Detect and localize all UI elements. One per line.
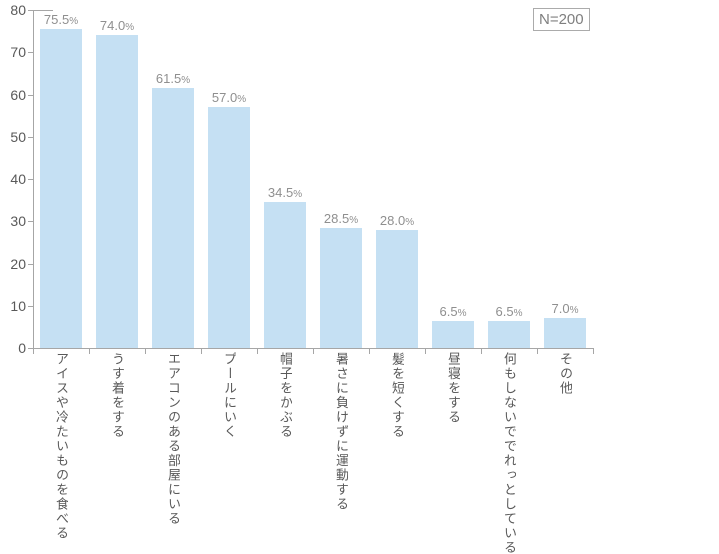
bar <box>152 88 194 348</box>
bar-value-percent-sign: % <box>457 307 467 319</box>
bar-value-number: 28.0 <box>379 212 406 228</box>
y-tick <box>28 10 33 11</box>
bar-value-number: 61.5 <box>155 71 182 87</box>
category-label: アイスや冷たいものを食べる <box>54 352 68 541</box>
bar-value-percent-sign: % <box>125 22 135 34</box>
category-label: うす着をする <box>110 352 124 439</box>
y-tick-label: 80 <box>10 2 26 18</box>
bar-value-number: 74.0 <box>99 18 126 34</box>
category-label: 暑さに負けずに運動する <box>334 352 348 512</box>
bar-value-label: 7.0% <box>537 302 593 318</box>
bar-value-percent-sign: % <box>569 305 579 317</box>
x-tick <box>33 349 34 354</box>
y-tick-label: 40 <box>10 171 26 187</box>
category-label: プールにいく <box>222 352 236 439</box>
bar-value-number: 75.5 <box>43 12 70 27</box>
bar-value-number: 6.5 <box>495 303 514 319</box>
y-tick <box>28 94 33 96</box>
bar-value-number: 57.0 <box>211 90 238 106</box>
y-tick <box>28 305 33 307</box>
category-label: エアコンのある部屋にいる <box>166 352 180 526</box>
category-label: 何もしないででれっとしている <box>502 352 516 554</box>
x-tick <box>257 349 258 354</box>
x-tick <box>201 349 202 354</box>
bar <box>208 107 250 348</box>
bar <box>320 227 362 348</box>
y-tick <box>28 136 33 138</box>
x-axis <box>33 348 594 349</box>
bar-value-label: 75.5% <box>33 13 89 29</box>
sample-size-badge: N=200 <box>533 8 590 31</box>
bar-value-label: 28.5% <box>313 210 369 228</box>
y-axis-top-tick <box>33 10 53 11</box>
bar-value-number: 6.5 <box>439 303 458 319</box>
x-tick <box>369 349 370 354</box>
x-tick <box>593 349 594 354</box>
bar-value-label: 57.0% <box>201 91 257 107</box>
y-tick <box>28 179 33 180</box>
plot-area: 0 10 20 30 40 50 60 70 80 75.5% 74.0% 61.5% 57.0% 34… <box>10 2 594 356</box>
category-label: 昼寝をする <box>446 352 460 425</box>
bar-value-number: 7.0 <box>551 301 570 317</box>
bar <box>376 229 418 348</box>
bar-value-percent-sign: % <box>405 216 415 228</box>
bar <box>488 320 530 348</box>
category-label: 帽子をかぶる <box>278 352 292 439</box>
x-tick <box>313 349 314 354</box>
y-tick-label: 10 <box>10 297 26 314</box>
x-tick <box>89 349 90 354</box>
y-tick <box>28 263 33 265</box>
bar-value-percent-sign: % <box>349 214 359 226</box>
y-tick-label: 20 <box>10 255 26 272</box>
bar <box>264 202 306 348</box>
bar-value-label: 74.0% <box>89 19 145 35</box>
x-tick <box>425 349 426 354</box>
y-tick <box>28 348 33 349</box>
y-tick-label: 60 <box>10 86 26 103</box>
y-tick-label: 30 <box>10 213 26 230</box>
y-tick-label: 50 <box>10 128 26 145</box>
x-tick <box>481 349 482 354</box>
bar-value-label: 61.5% <box>145 72 201 88</box>
y-axis <box>33 10 34 349</box>
bar <box>544 318 586 348</box>
bar-value-number: 34.5 <box>267 185 294 201</box>
bar-value-percent-sign: % <box>69 16 79 27</box>
bar-value-label: 34.5% <box>257 186 313 202</box>
bar-value-percent-sign: % <box>181 75 191 87</box>
bar-value-percent-sign: % <box>293 189 303 201</box>
category-label: 髪を短くする <box>390 352 404 439</box>
x-tick <box>145 349 146 354</box>
bar-value-number: 28.5 <box>323 210 350 226</box>
bar <box>96 35 138 348</box>
y-tick-label: 70 <box>10 44 26 61</box>
bar <box>40 29 82 348</box>
y-tick <box>28 221 33 223</box>
bar-value-label: 6.5% <box>481 303 537 321</box>
bar <box>432 320 474 348</box>
bar-value-percent-sign: % <box>237 94 247 106</box>
y-tick-label: 0 <box>18 340 26 356</box>
category-label: その他 <box>558 352 572 396</box>
y-tick <box>28 52 33 54</box>
bar-value-label: 28.0% <box>369 212 425 230</box>
x-tick <box>537 349 538 354</box>
bar-value-percent-sign: % <box>513 307 523 319</box>
bar-value-label: 6.5% <box>425 303 481 321</box>
